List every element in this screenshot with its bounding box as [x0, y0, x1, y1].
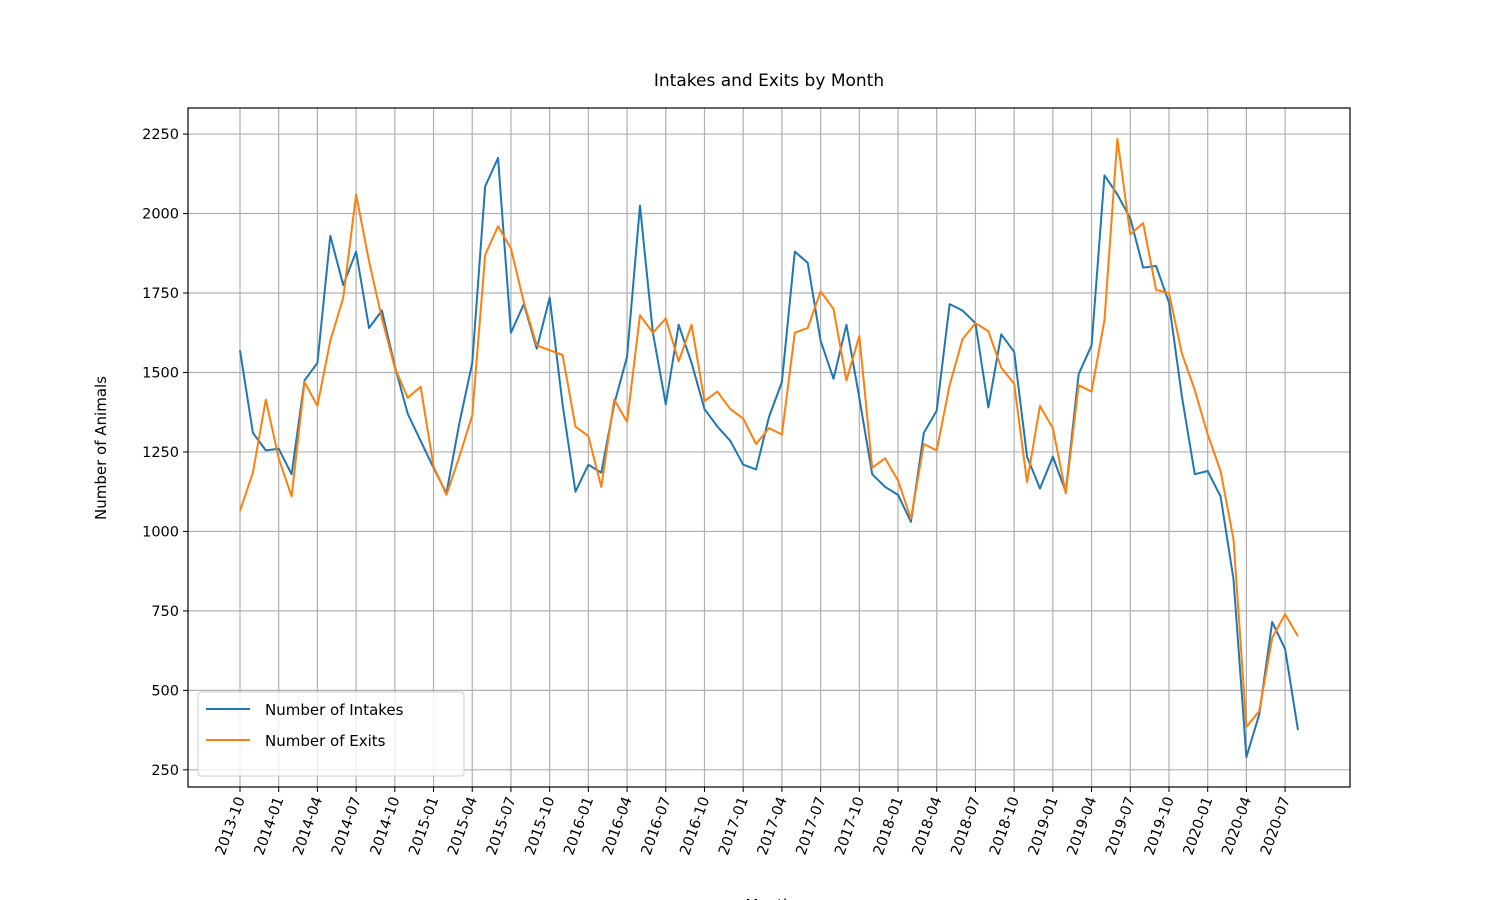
y-tick-label: 2250	[142, 127, 179, 143]
x-tick-label: 2018-10	[987, 795, 1023, 857]
x-tick-label: 2020-01	[1181, 795, 1217, 857]
x-tick-label: 2016-04	[600, 795, 636, 857]
x-tick-label: 2014-01	[252, 795, 288, 857]
legend-label: Number of Intakes	[265, 701, 404, 719]
y-axis-label: Number of Animals	[92, 376, 110, 520]
legend-label: Number of Exits	[265, 732, 386, 750]
chart-title: Intakes and Exits by Month	[654, 71, 884, 91]
x-axis-label: Month	[745, 896, 792, 900]
data-line	[239, 156, 1299, 759]
y-tick-label: 1500	[142, 365, 179, 381]
x-tick-label: 2016-10	[677, 795, 713, 857]
x-tick-label: 2020-07	[1258, 795, 1294, 857]
x-tick-label: 2019-07	[1103, 795, 1139, 857]
legend-box	[197, 691, 465, 777]
x-tick-label: 2017-04	[755, 795, 791, 857]
y-tick-label: 2000	[142, 207, 179, 223]
x-tick-label: 2015-01	[407, 795, 443, 857]
y-tick-label: 500	[151, 683, 179, 699]
y-tick-label: 1750	[142, 286, 179, 302]
x-tick-label: 2014-10	[368, 795, 404, 857]
x-tick-label: 2020-04	[1219, 795, 1255, 857]
x-tick-label: 2018-01	[871, 795, 907, 857]
data-line	[239, 137, 1299, 728]
x-tick-label: 2014-07	[329, 795, 365, 857]
y-tick-label: 250	[151, 763, 179, 779]
x-tick-label: 2015-04	[445, 795, 481, 857]
y-tick-label: 1000	[142, 524, 179, 540]
x-tick-label: 2019-10	[1142, 795, 1178, 857]
x-tick-label: 2015-10	[523, 795, 559, 857]
x-tick-label: 2016-01	[561, 795, 597, 857]
x-tick-label: 2014-04	[290, 795, 326, 857]
plot-frame	[187, 107, 1351, 788]
x-tick-label: 2015-07	[484, 795, 520, 857]
x-tick-label: 2018-07	[948, 795, 984, 857]
x-tick-label: 2017-10	[832, 795, 868, 857]
x-tick-label: 2013-10	[213, 795, 249, 857]
y-tick-label: 1250	[142, 445, 179, 461]
x-tick-label: 2019-01	[1026, 795, 1062, 857]
x-tick-label: 2018-04	[910, 795, 946, 857]
x-tick-label: 2019-04	[1065, 795, 1101, 857]
x-tick-label: 2016-07	[639, 795, 675, 857]
x-tick-label: 2017-01	[716, 795, 752, 857]
x-tick-label: 2017-07	[794, 795, 830, 857]
legend: Number of Intakes Number of Exits	[197, 691, 465, 777]
y-tick-label: 750	[151, 604, 179, 620]
